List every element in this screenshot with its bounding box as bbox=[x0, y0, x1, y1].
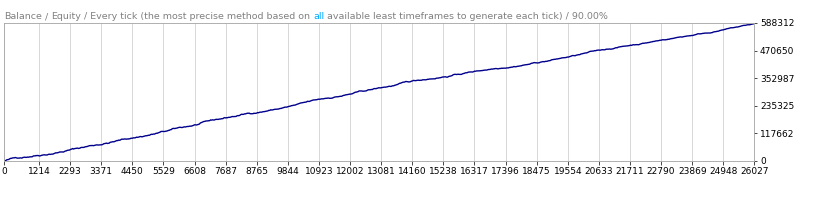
Text: all: all bbox=[313, 12, 324, 21]
Text: /: / bbox=[42, 12, 51, 21]
Text: Equity: Equity bbox=[51, 12, 81, 21]
Text: available least timeframes to generate each tick) / 90.00%: available least timeframes to generate e… bbox=[324, 12, 608, 21]
Text: / Every tick (the most precise method based on: / Every tick (the most precise method ba… bbox=[81, 12, 313, 21]
Text: Balance: Balance bbox=[4, 12, 42, 21]
